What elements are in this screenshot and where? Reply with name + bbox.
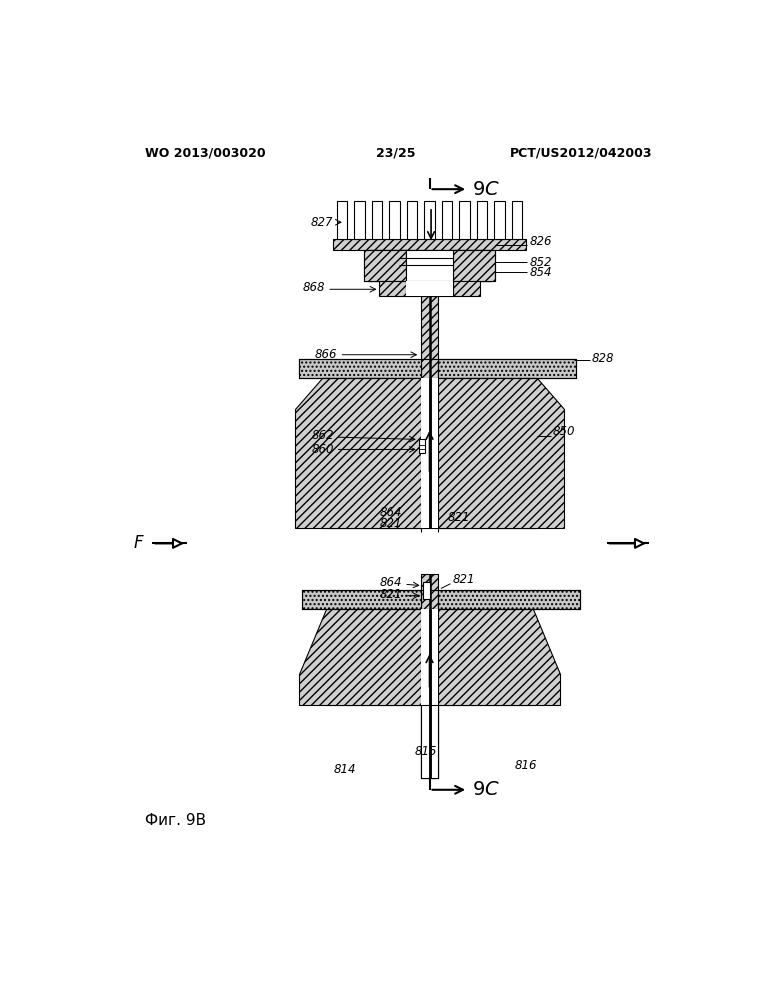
Bar: [380, 281, 406, 297]
Text: 852: 852: [530, 256, 552, 269]
Text: 821: 821: [380, 588, 402, 601]
Text: 814: 814: [334, 763, 356, 776]
Bar: [421, 705, 438, 778]
Bar: [322, 378, 421, 528]
Text: 815: 815: [415, 745, 437, 758]
Bar: [406, 250, 452, 281]
Text: $\it{9C}$: $\it{9C}$: [472, 780, 499, 799]
Text: 864: 864: [380, 576, 402, 589]
Bar: [442, 201, 452, 239]
Bar: [421, 705, 438, 778]
Bar: [406, 281, 452, 297]
Bar: [368, 250, 406, 281]
Bar: [354, 201, 365, 239]
Bar: [371, 201, 382, 239]
Text: WO 2013/003020: WO 2013/003020: [144, 147, 266, 160]
Bar: [406, 281, 452, 297]
Bar: [407, 201, 418, 239]
Bar: [398, 250, 460, 256]
Text: 866: 866: [315, 349, 337, 362]
Bar: [299, 359, 576, 378]
Bar: [422, 581, 430, 598]
Bar: [326, 608, 421, 705]
Bar: [337, 201, 347, 239]
Text: $\it{F}$: $\it{F}$: [133, 534, 144, 552]
Text: 864: 864: [380, 506, 402, 519]
Polygon shape: [438, 378, 564, 528]
Bar: [364, 250, 406, 281]
Text: 826: 826: [530, 235, 552, 248]
Text: 816: 816: [514, 759, 537, 772]
Text: 854: 854: [530, 266, 552, 279]
Bar: [459, 201, 470, 239]
Bar: [421, 297, 438, 528]
Bar: [452, 250, 495, 281]
Bar: [368, 250, 406, 281]
Bar: [438, 378, 537, 528]
Text: 860: 860: [312, 443, 334, 456]
Bar: [398, 256, 460, 263]
Bar: [421, 608, 438, 705]
Text: 821: 821: [447, 510, 469, 523]
Polygon shape: [299, 608, 421, 705]
Bar: [418, 440, 425, 454]
Bar: [452, 250, 491, 281]
Bar: [438, 359, 576, 378]
Bar: [438, 589, 580, 608]
Bar: [334, 239, 526, 250]
Bar: [303, 589, 580, 608]
Text: 850: 850: [553, 426, 575, 439]
Bar: [512, 201, 523, 239]
Text: 868: 868: [303, 282, 326, 295]
Text: $\it{9C}$: $\it{9C}$: [472, 180, 499, 199]
Text: PCT/US2012/042003: PCT/US2012/042003: [510, 147, 653, 160]
Text: 827: 827: [311, 216, 334, 229]
Bar: [389, 201, 400, 239]
Bar: [424, 201, 435, 239]
Bar: [364, 250, 495, 281]
Bar: [421, 574, 438, 778]
Bar: [421, 378, 438, 528]
Text: 23/25: 23/25: [376, 147, 415, 160]
Polygon shape: [438, 608, 560, 705]
Text: Фиг. 9В: Фиг. 9В: [144, 813, 206, 828]
Bar: [476, 201, 487, 239]
Bar: [303, 589, 421, 608]
Bar: [452, 250, 491, 281]
Bar: [299, 359, 421, 378]
Polygon shape: [295, 378, 421, 528]
Text: 828: 828: [591, 352, 614, 365]
Text: 862: 862: [312, 430, 334, 443]
Bar: [494, 201, 505, 239]
Bar: [438, 608, 533, 705]
Text: 821: 821: [380, 516, 402, 529]
Bar: [452, 281, 479, 297]
Text: 821: 821: [452, 573, 475, 586]
